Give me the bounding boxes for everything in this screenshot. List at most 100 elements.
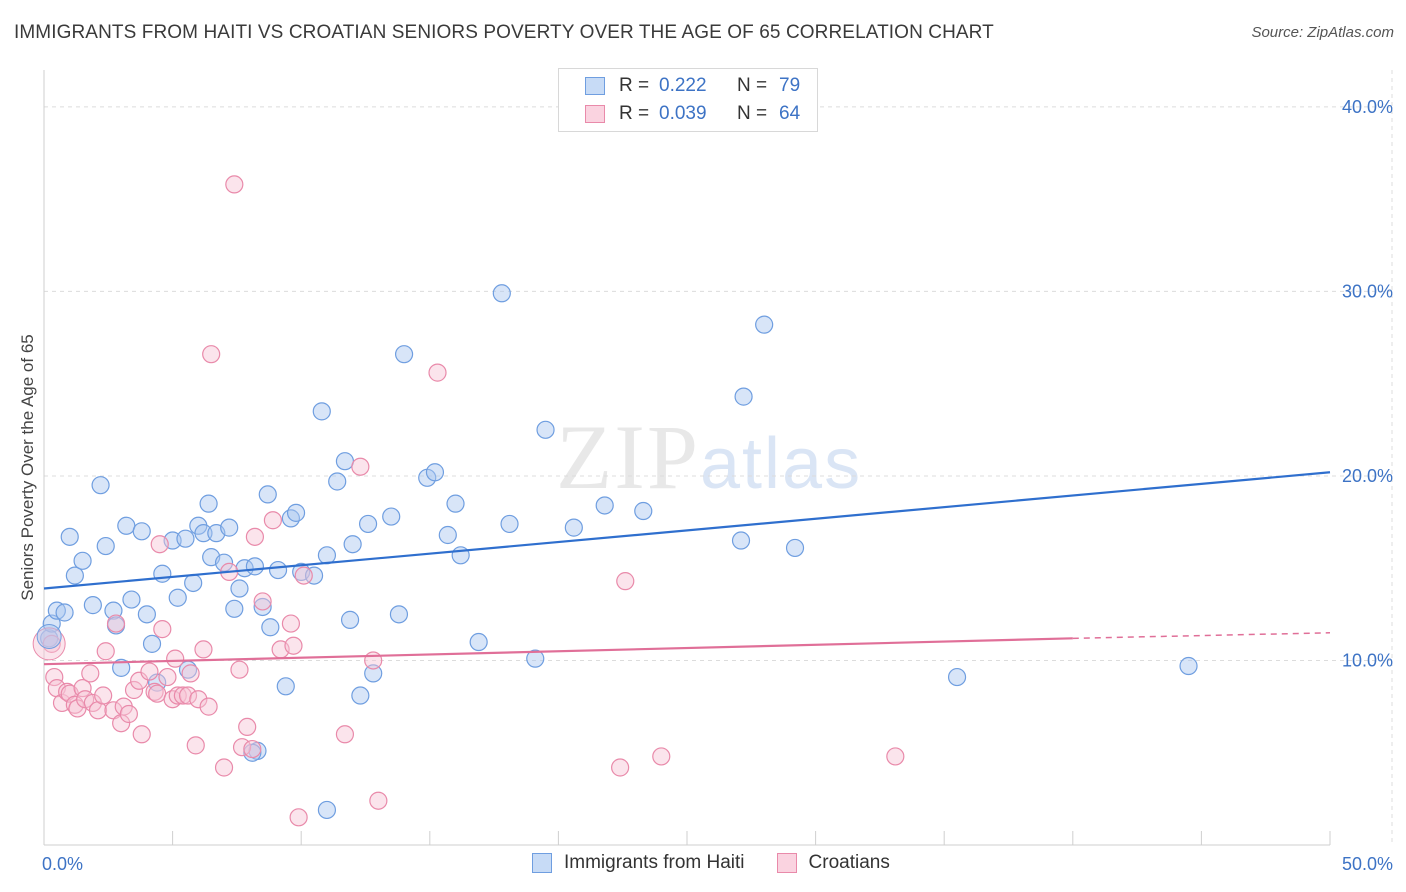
croatians-point bbox=[153, 620, 172, 639]
croatians-point bbox=[611, 758, 630, 777]
legend-n-value: 64 bbox=[779, 103, 801, 124]
haiti-point bbox=[194, 524, 213, 543]
croatians-point bbox=[294, 566, 313, 585]
haiti-point bbox=[634, 501, 653, 521]
croatians-point bbox=[145, 682, 164, 701]
haiti-point bbox=[438, 525, 457, 545]
series-swatch-croatians bbox=[776, 853, 797, 873]
haiti-point bbox=[492, 284, 511, 303]
haiti-point bbox=[83, 596, 102, 615]
legend-n-value: 79 bbox=[779, 75, 801, 96]
legend-n-label: N = bbox=[737, 103, 768, 124]
croatians-point bbox=[351, 457, 370, 476]
haiti-point bbox=[184, 573, 203, 593]
croatians-trend-line bbox=[43, 637, 1073, 666]
croatians-trend-extension bbox=[1072, 632, 1331, 640]
haiti-point bbox=[137, 605, 156, 624]
croatians-point bbox=[289, 808, 308, 827]
croatians-point bbox=[181, 664, 200, 683]
haiti-point bbox=[731, 531, 751, 550]
legend-r-value: 0.222 bbox=[659, 75, 707, 96]
legend-swatch-croatians bbox=[585, 105, 605, 123]
haiti-point bbox=[281, 509, 301, 528]
croatians-point bbox=[364, 651, 383, 670]
haiti-point bbox=[312, 402, 331, 421]
haiti-point bbox=[340, 610, 360, 629]
y-tick-label: 20.0% bbox=[1342, 466, 1393, 486]
haiti-point bbox=[734, 387, 753, 406]
legend-row-croatians: R = 0.039 N = 64 bbox=[585, 100, 800, 128]
croatians-point bbox=[132, 725, 151, 744]
haiti-point bbox=[65, 566, 84, 585]
series-legend-croatians[interactable]: Croatians bbox=[776, 852, 890, 874]
series-label-croatians: Croatians bbox=[808, 852, 890, 873]
haiti-point bbox=[245, 557, 265, 576]
haiti-point bbox=[394, 345, 414, 364]
croatians-point bbox=[45, 667, 64, 687]
x-tick-label: 50.0% bbox=[1342, 854, 1393, 874]
haiti-point-large bbox=[36, 623, 62, 649]
haiti-point bbox=[328, 472, 347, 491]
croatians-point bbox=[652, 747, 671, 766]
croatians-point bbox=[173, 686, 192, 705]
haiti-point bbox=[268, 560, 288, 580]
haiti-point bbox=[755, 315, 774, 334]
chart-title: IMMIGRANTS FROM HAITI VS CROATIAN SENIOR… bbox=[14, 22, 994, 43]
haiti-point bbox=[304, 566, 324, 585]
haiti-point bbox=[446, 494, 465, 513]
haiti-point bbox=[500, 514, 519, 534]
haiti-point bbox=[253, 597, 272, 617]
haiti-point bbox=[199, 494, 218, 513]
haiti-point bbox=[351, 686, 370, 705]
haiti-point bbox=[425, 463, 445, 482]
y-tick-label: 10.0% bbox=[1342, 650, 1393, 670]
croatians-point bbox=[73, 679, 92, 698]
haiti-point bbox=[230, 579, 249, 598]
haiti-point bbox=[564, 518, 583, 537]
croatians-point bbox=[281, 614, 301, 633]
croatians-point bbox=[369, 791, 388, 810]
legend-n-label: N = bbox=[737, 75, 768, 96]
croatians-point bbox=[616, 572, 635, 591]
haiti-point bbox=[258, 485, 277, 504]
haiti-point bbox=[261, 618, 280, 637]
haiti-point bbox=[382, 507, 401, 526]
watermark-zip: ZIP bbox=[556, 406, 700, 508]
haiti-point bbox=[536, 420, 555, 439]
watermark: ZIPatlas bbox=[556, 404, 862, 510]
haiti-point bbox=[358, 514, 378, 534]
haiti-point bbox=[225, 599, 244, 618]
series-swatch-haiti bbox=[532, 853, 552, 873]
legend-r-value: 0.039 bbox=[659, 103, 707, 124]
croatians-point bbox=[214, 758, 234, 777]
haiti-point bbox=[469, 632, 488, 652]
croatians-point bbox=[186, 736, 205, 755]
croatians-point bbox=[263, 511, 283, 530]
haiti-point bbox=[389, 605, 409, 624]
croatians-point bbox=[243, 739, 262, 759]
haiti-point bbox=[176, 529, 195, 548]
legend-swatch-haiti bbox=[585, 77, 605, 95]
haiti-point bbox=[364, 664, 383, 683]
haiti-point bbox=[785, 538, 805, 558]
haiti-point bbox=[335, 452, 355, 471]
croatians-point bbox=[284, 636, 303, 655]
croatians-point bbox=[119, 704, 138, 724]
croatians-point bbox=[124, 680, 144, 700]
legend-r-label: R = bbox=[619, 75, 650, 96]
haiti-point bbox=[947, 667, 967, 687]
croatians-point bbox=[189, 690, 208, 709]
series-legend: Immigrants from Haiti Croatians bbox=[532, 852, 922, 874]
haiti-point bbox=[317, 800, 337, 820]
haiti-point bbox=[168, 588, 187, 607]
croatians-point bbox=[150, 535, 169, 554]
series-legend-haiti[interactable]: Immigrants from Haiti bbox=[532, 852, 745, 874]
y-axis-label: Seniors Poverty Over the Age of 65 bbox=[18, 334, 37, 600]
y-tick-label: 30.0% bbox=[1342, 281, 1393, 301]
haiti-point bbox=[220, 518, 239, 537]
haiti-point bbox=[286, 503, 306, 522]
croatians-point bbox=[81, 664, 100, 683]
haiti-point bbox=[60, 527, 79, 546]
x-tick-label: 0.0% bbox=[42, 854, 83, 874]
